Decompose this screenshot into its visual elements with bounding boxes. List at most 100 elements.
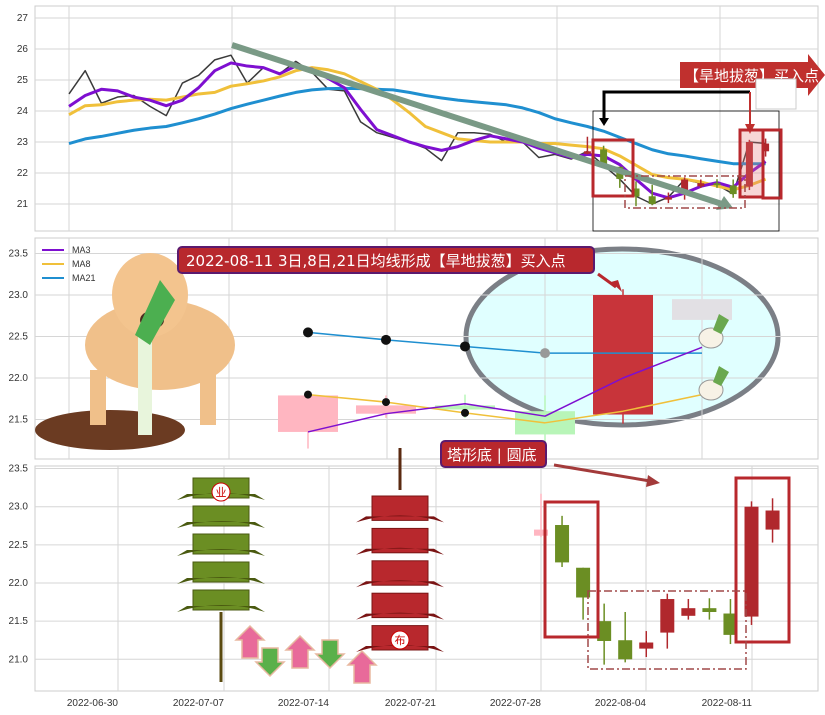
mid-ma21-line [307,331,702,354]
pagoda-thumbnail-icon [755,78,797,110]
pagoda-roof [356,580,444,588]
bottom-range-box [624,175,746,209]
bottom-range-box [587,590,747,670]
pattern-box [738,128,765,199]
x-tick-label: 2022-07-14 [278,698,330,709]
candle [702,608,717,612]
pattern-arrow [553,463,651,483]
pointer-arrow-head [599,118,609,126]
mid-candle [672,299,732,320]
y-tick-label: 27 [17,13,29,24]
mid-ma8-line [307,393,703,424]
leek-leaf-shape [713,314,729,334]
ma21-line [68,86,766,166]
candle [744,506,759,617]
down-arrow-icon [314,639,346,670]
up-arrow-icon [346,649,378,684]
candle [555,525,570,563]
mid-candle [278,395,338,432]
pagoda-emblem-icon [211,482,231,502]
pagoda-roof [177,605,265,612]
y-tick-label: 22.5 [9,332,29,343]
dog-with-leek-illustration [35,253,235,450]
pagoda-emblem-glyph: 业 [216,486,227,499]
y-tick-label: 21.5 [9,415,29,426]
pagoda-roof [356,645,444,652]
x-tick-label: 2022-08-04 [595,698,647,709]
x-tick-label: 2022-06-30 [67,698,119,709]
candle [618,640,633,660]
y-tick-label: 23.5 [9,249,29,260]
candle [576,567,591,598]
candle [723,613,738,635]
ma8-marker [382,398,390,407]
pattern-box [761,128,783,200]
ma21-marker [303,327,313,338]
pagoda-emblem-glyph: 布 [395,634,406,647]
pattern-box [734,476,791,644]
pattern-box [591,138,635,198]
y-tick-label: 22.0 [9,578,29,589]
y-tick-label: 21.5 [9,616,29,627]
y-tick-label: 23.5 [9,464,29,475]
up-arrow-icon [284,634,316,669]
top-candle [697,183,705,187]
top-candle [681,179,689,194]
candle [681,608,696,616]
y-tick-label: 22 [17,168,29,179]
dog-leg-shape [90,370,106,425]
callout-arrow [597,272,617,289]
pagoda-tier [192,505,250,527]
ma21-marker [540,348,550,359]
top-panel: 21 22 23 24 25 26 27 [17,5,819,232]
mid-candle [435,405,495,410]
trend-arrow-head [716,196,733,210]
pagoda-roof [177,521,265,528]
ma8-marker [304,390,312,399]
pagoda-emblem-icon [390,630,410,650]
ma8-marker [461,408,469,417]
mid-ma3-line [307,346,703,433]
x-tick-label: 2022-07-07 [173,698,225,709]
top-candle [745,142,753,187]
legend-ma21: MA21 [72,273,96,283]
y-tick-label: 24 [17,106,29,117]
top-candle [648,196,656,204]
leek-leaves-shape [135,280,175,345]
pagoda-roof [177,549,265,556]
middle-panel: 21.5 22.0 22.5 23.0 23.5 [9,237,819,460]
pattern-label: 塔形底 | 圆底 [447,446,537,464]
dog-leg-shape [200,370,216,425]
candle [534,529,548,536]
candle [660,599,675,633]
legend-ma3: MA3 [72,245,91,255]
candle [639,642,654,649]
y-tick-label: 26 [17,44,29,55]
legend-ma8: MA8 [72,259,91,269]
pointer-arrow [602,90,750,120]
buy-point-label: 【旱地拔葱】买入点 [684,67,819,85]
soil-shape [35,410,185,450]
pagoda-roof [356,612,444,620]
pagoda-roof [177,493,265,500]
red-pagoda-illustration: 布 [356,495,444,652]
y-tick-label: 23 [17,137,29,148]
pattern-arrow-head [646,475,660,487]
pagoda-tier [192,589,250,611]
top-candle [583,151,591,154]
dog-head-shape [112,253,188,337]
y-tick-label: 22.5 [9,540,29,551]
up-arrow-icon [234,624,266,659]
pagoda-roof [356,515,444,523]
middle-annotation: 2022-08-11 3日,8日,21日均线形成【旱地拔葱】买入点 塔形底 | … [177,246,595,468]
ma21-marker [381,334,391,345]
callout-arrow-head [611,280,622,292]
pagoda-roof [177,577,265,584]
pattern-box [543,500,600,639]
x-tick-label: 2022-08-11 [702,698,753,709]
y-tick-label: 25 [17,75,29,86]
top-candle [729,185,737,195]
pagoda-tier [192,533,250,555]
ma-buy-point-label: 2022-08-11 3日,8日,21日均线形成【旱地拔葱】买入点 [186,252,566,270]
